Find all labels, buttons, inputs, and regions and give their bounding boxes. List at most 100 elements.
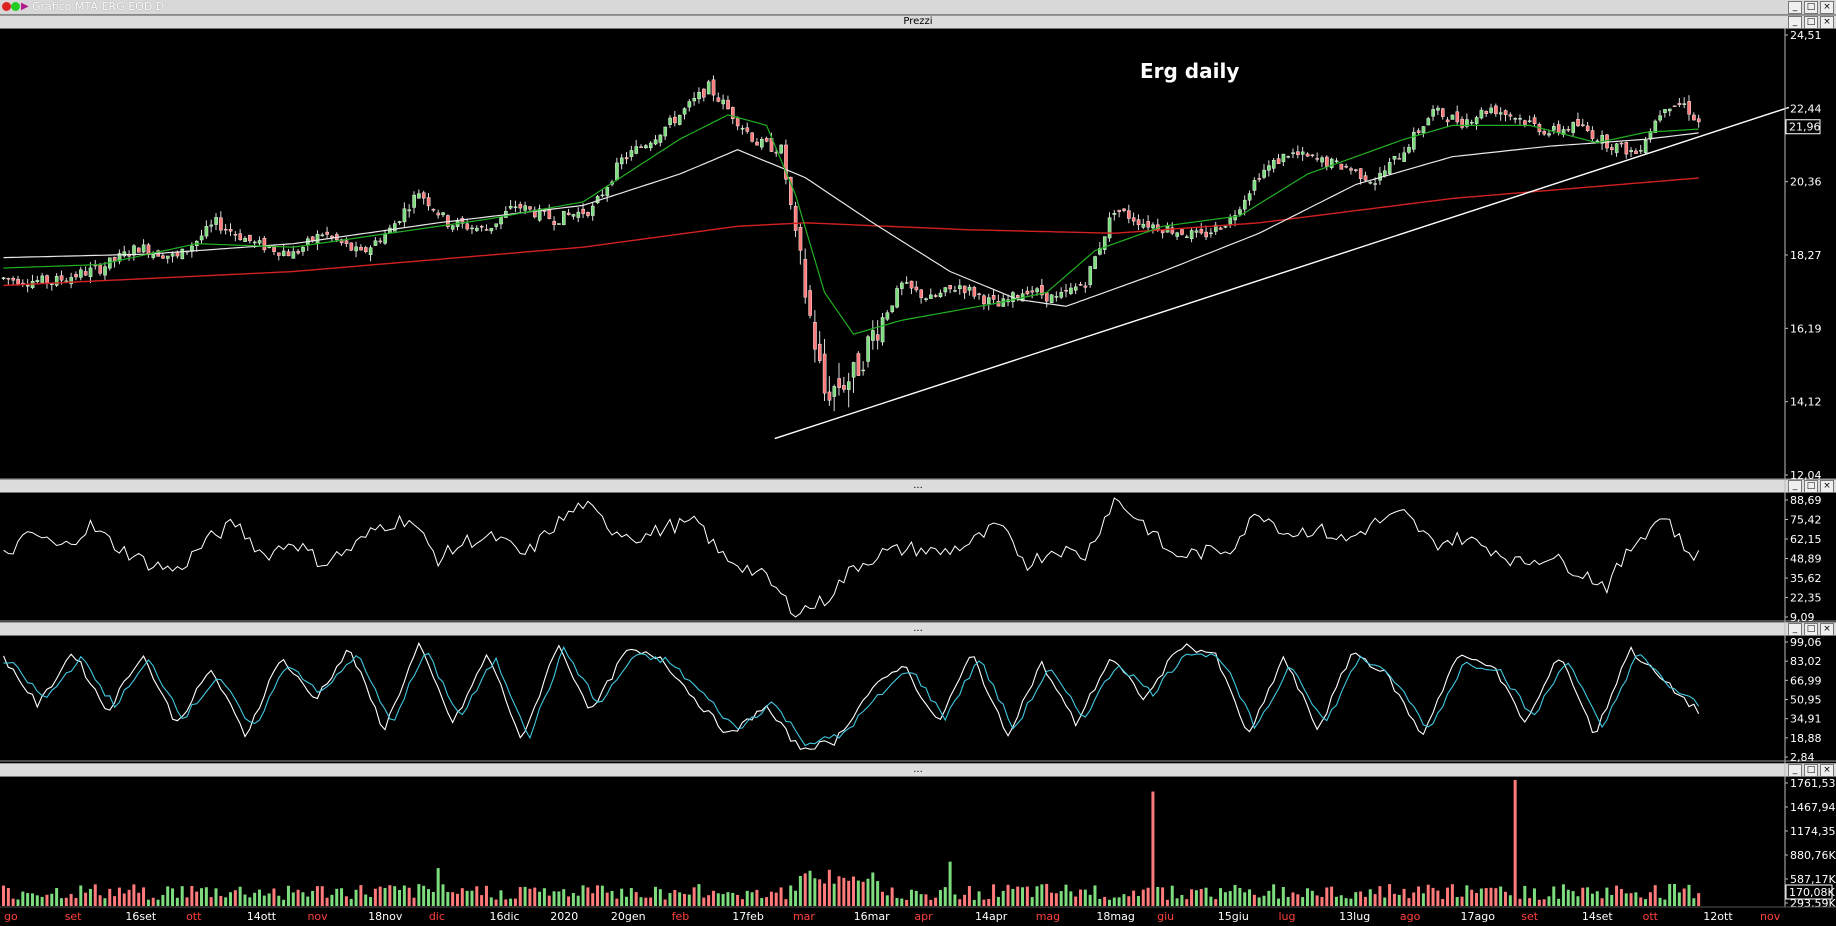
volume-bar <box>1277 898 1280 906</box>
volume-bar <box>837 876 841 906</box>
x-tick-label: ott <box>186 910 202 923</box>
candle <box>557 223 561 225</box>
volume-bar <box>707 895 711 906</box>
candle <box>117 253 122 262</box>
volume-bar <box>1315 895 1319 906</box>
restore-button[interactable]: □ <box>1804 1 1818 14</box>
candle <box>885 312 890 320</box>
pane-close-button[interactable]: × <box>1820 16 1834 29</box>
volume-bar <box>388 885 392 906</box>
volume-bar <box>934 897 938 906</box>
volume-bar <box>50 893 54 906</box>
pane-close-button[interactable]: × <box>1820 480 1834 493</box>
close-button[interactable]: × <box>1820 1 1834 14</box>
close-dot-icon[interactable] <box>2 2 11 11</box>
stoch-tick-label: 18,88 <box>1790 732 1822 745</box>
candle <box>1373 183 1377 185</box>
candle <box>846 381 851 390</box>
candle <box>880 317 885 343</box>
candle <box>760 138 764 148</box>
pane-min-button[interactable]: _ <box>1788 16 1802 29</box>
volume-bar <box>108 888 112 906</box>
volume-tick-label: 1174,35K <box>1790 825 1836 838</box>
volume-bar <box>513 898 517 906</box>
candle <box>653 139 658 145</box>
volume-bar <box>1392 893 1396 906</box>
volume-bar <box>1590 893 1594 906</box>
maximize-dot-icon[interactable] <box>11 2 20 11</box>
volume-bar <box>1479 888 1483 906</box>
candle <box>1436 107 1440 111</box>
candle <box>784 144 788 180</box>
x-tick-label: 16mar <box>854 910 890 923</box>
candle <box>1035 288 1039 293</box>
chart-annotation: Erg daily <box>1140 59 1239 83</box>
volume-bar <box>644 897 648 906</box>
rsi-pane[interactable] <box>3 497 1700 618</box>
candle <box>1672 105 1677 107</box>
candle <box>417 193 421 199</box>
candle <box>1677 103 1682 105</box>
pane-max-button[interactable]: □ <box>1804 764 1818 777</box>
volume-bar <box>687 894 691 906</box>
candle <box>687 101 692 108</box>
volume-bar <box>26 893 30 906</box>
volume-bar <box>528 888 532 906</box>
volume-bar <box>880 891 884 906</box>
volume-bar <box>620 888 624 906</box>
volume-bar <box>340 888 344 906</box>
pane-close-button[interactable]: × <box>1820 764 1834 777</box>
volume-bar <box>972 899 976 906</box>
price-pane[interactable] <box>1 75 1790 440</box>
candle <box>1692 114 1696 121</box>
candle <box>1 277 6 280</box>
candle <box>489 227 494 232</box>
candle <box>1571 122 1576 133</box>
volume-bar <box>74 898 78 906</box>
candle <box>1590 130 1595 139</box>
minimize-button[interactable]: _ <box>1788 1 1802 14</box>
volume-tick-label: 880,76K <box>1790 849 1836 862</box>
volume-bar <box>436 868 440 906</box>
candle <box>706 81 711 95</box>
volume-bar <box>538 891 542 906</box>
volume-bar <box>1243 892 1247 906</box>
volume-bar <box>407 887 411 906</box>
volume-bar <box>1552 886 1556 906</box>
volume-bar <box>866 878 870 906</box>
volume-bar <box>663 899 667 906</box>
volume-bar <box>21 891 25 906</box>
candle <box>808 290 812 316</box>
volume-bar <box>402 885 406 906</box>
stochastic-pane[interactable] <box>2 641 1700 751</box>
volume-bar <box>146 899 150 906</box>
pane-close-button[interactable]: × <box>1820 623 1834 636</box>
volume-bar <box>354 889 358 906</box>
volume-bar <box>1648 892 1652 906</box>
volume-bar <box>1503 891 1507 906</box>
candle <box>228 229 233 232</box>
candle <box>982 295 986 305</box>
pane-max-button[interactable]: □ <box>1804 623 1818 636</box>
candle <box>1421 126 1426 134</box>
volume-bar <box>117 887 121 906</box>
candle <box>1320 157 1324 163</box>
pane-max-button[interactable]: □ <box>1804 480 1818 493</box>
volume-bar <box>489 897 493 906</box>
volume-bar <box>88 888 92 906</box>
candle <box>161 255 165 259</box>
candle <box>1523 120 1527 125</box>
volume-pane[interactable] <box>2 780 1701 906</box>
candle <box>851 362 856 378</box>
pane-max-button[interactable]: □ <box>1804 16 1818 29</box>
pane-min-button[interactable]: _ <box>1788 480 1802 493</box>
pane-min-button[interactable]: _ <box>1788 764 1802 777</box>
pane-min-button[interactable]: _ <box>1788 623 1802 636</box>
volume-bar <box>808 870 812 906</box>
candle <box>59 275 64 281</box>
volume-bar <box>852 876 855 906</box>
candle <box>861 369 866 372</box>
volume-bar <box>1653 885 1657 906</box>
volume-bar <box>1190 889 1194 906</box>
